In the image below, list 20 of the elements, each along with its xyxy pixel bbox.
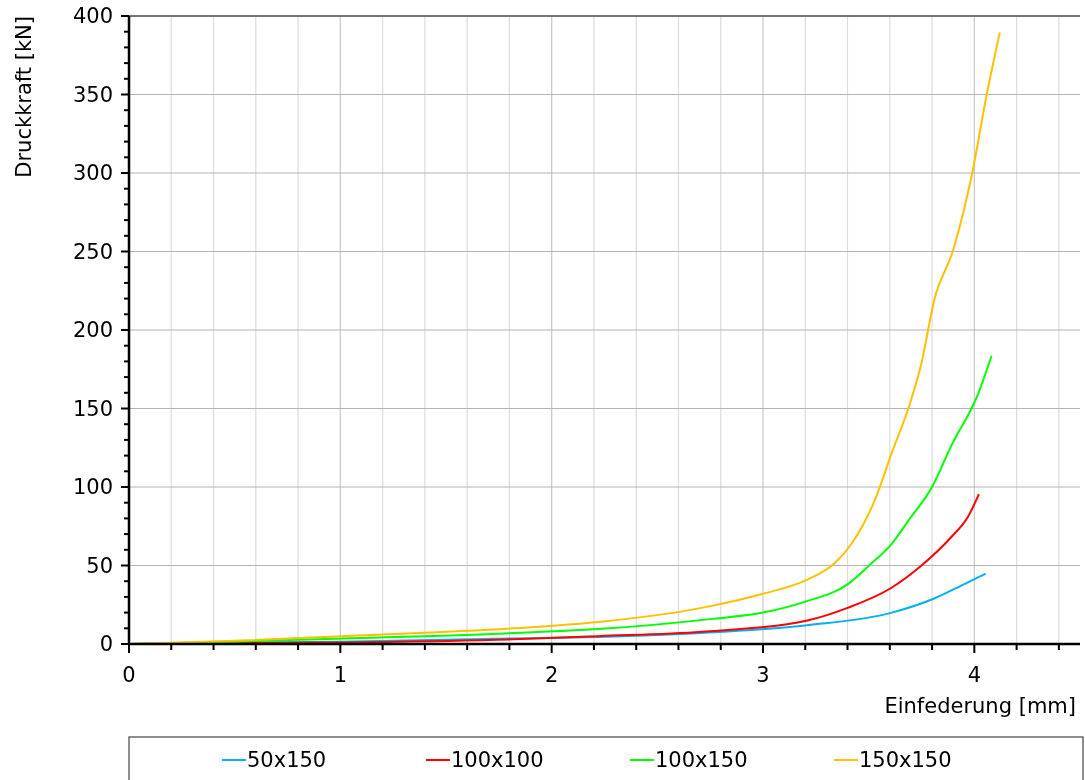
y-tick-label: 300 [72, 161, 113, 185]
y-tick-label: 200 [72, 318, 113, 342]
x-tick-label: 4 [967, 663, 982, 687]
y-tick-label: 350 [72, 82, 113, 107]
x-axis-title: Einfederung [mm] [884, 694, 1076, 718]
x-tick-label: 3 [756, 663, 770, 687]
x-tick-label: 0 [122, 663, 136, 687]
y-tick-label: 0 [99, 632, 113, 656]
y-tick-label: 100 [72, 475, 113, 499]
y-tick-label: 250 [72, 239, 113, 264]
x-tick-label: 2 [544, 663, 559, 687]
y-tick-label: 400 [72, 4, 113, 28]
legend-label: 50x150 [247, 748, 327, 772]
legend-label: 150x150 [859, 748, 952, 772]
legend-label: 100x150 [655, 748, 748, 772]
y-tick-label: 150 [72, 396, 113, 421]
legend-label: 100x100 [451, 748, 544, 772]
y-axis-title: Druckkraft [kN] [12, 16, 36, 178]
x-tick-label: 1 [333, 663, 348, 687]
y-tick-label: 50 [86, 553, 113, 578]
